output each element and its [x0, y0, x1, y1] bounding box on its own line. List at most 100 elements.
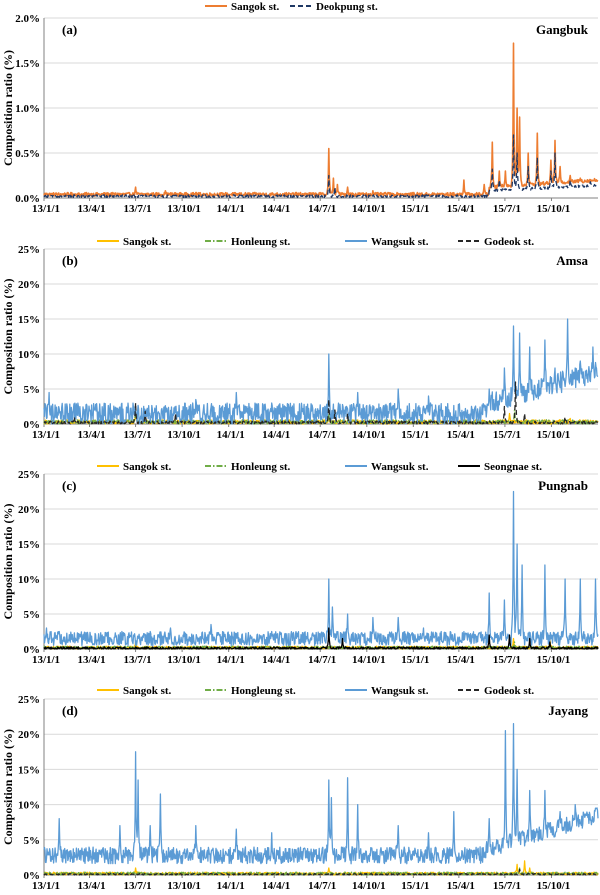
x-tick-label: 14/7/1: [308, 880, 336, 892]
legend-label: Wangsuk st.: [371, 685, 429, 697]
site-title: Gangbuk: [536, 22, 589, 37]
x-tick-label: 15/10/1: [537, 880, 571, 892]
x-tick-label: 14/10/1: [352, 654, 386, 666]
legend-label: Hongleung st.: [231, 685, 296, 697]
panel-label: (a): [62, 22, 77, 37]
x-tick-label: 15/1/1: [401, 429, 429, 441]
legend-label: Sangok st.: [123, 236, 172, 248]
x-tick-label: 13/4/1: [77, 654, 105, 666]
y-tick-label: 25%: [18, 469, 40, 481]
x-tick-label: 15/4/1: [447, 203, 475, 215]
x-tick-label: 13/7/1: [124, 429, 152, 441]
x-tick-label: 14/1/1: [217, 429, 245, 441]
x-tick-label: 13/1/1: [32, 429, 60, 441]
x-tick-label: 13/7/1: [124, 203, 152, 215]
x-tick-label: 15/4/1: [447, 654, 475, 666]
site-title: Amsa: [556, 253, 588, 268]
x-tick-label: 14/4/1: [262, 429, 290, 441]
x-tick-label: 13/10/1: [167, 429, 201, 441]
y-tick-label: 0%: [24, 419, 41, 431]
x-tick-label: 13/1/1: [32, 880, 60, 892]
x-tick-label: 14/4/1: [262, 203, 290, 215]
x-tick-label: 15/10/1: [537, 429, 571, 441]
y-tick-label: 20%: [18, 729, 40, 741]
y-tick-label: 10%: [18, 574, 40, 586]
x-tick-label: 13/7/1: [124, 654, 152, 666]
legend-label: Honleung st.: [231, 461, 291, 473]
x-tick-label: 13/4/1: [77, 880, 105, 892]
y-tick-label: 20%: [18, 279, 40, 291]
x-tick-label: 14/7/1: [308, 429, 336, 441]
y-axis-label: Composition ratio (%): [1, 504, 15, 620]
series-line-godeok-st: [43, 381, 599, 425]
y-tick-label: 1.5%: [15, 58, 40, 70]
legend-label: Wangsuk st.: [371, 461, 429, 473]
series-line-seongnae-st: [43, 627, 599, 650]
legend-label: Sangok st.: [123, 461, 172, 473]
y-tick-label: 0%: [24, 644, 41, 656]
x-tick-label: 15/1/1: [401, 654, 429, 666]
x-tick-label: 15/7/1: [493, 654, 521, 666]
x-tick-label: 15/4/1: [447, 880, 475, 892]
legend-label: Godeok st.: [484, 685, 534, 697]
y-tick-label: 15%: [18, 539, 40, 551]
x-tick-label: 13/1/1: [32, 203, 60, 215]
y-tick-label: 0.5%: [15, 148, 40, 160]
series-line-deokpung-st: [43, 134, 599, 199]
x-tick-label: 13/10/1: [167, 880, 201, 892]
panel-label: (b): [62, 253, 78, 268]
x-tick-label: 14/7/1: [308, 203, 336, 215]
y-tick-label: 10%: [18, 349, 40, 361]
x-tick-label: 14/7/1: [308, 654, 336, 666]
x-tick-label: 14/10/1: [352, 429, 386, 441]
y-axis-label: Composition ratio (%): [1, 50, 15, 166]
legend-label: Seongnae st.: [484, 461, 542, 473]
y-tick-label: 5%: [24, 835, 41, 847]
y-axis-label: Composition ratio (%): [1, 729, 15, 845]
x-tick-label: 14/1/1: [217, 880, 245, 892]
y-tick-label: 20%: [18, 504, 40, 516]
legend-label: Deokpung st.: [316, 1, 378, 13]
x-tick-label: 15/1/1: [401, 203, 429, 215]
x-tick-label: 15/10/1: [537, 654, 571, 666]
x-tick-label: 13/4/1: [77, 429, 105, 441]
panel-gangbuk: 0.0% 0.5% 1.0% 1.5% 2.0% 13/1/1 13/4/1 13/7/1 13…: [1, 1, 599, 215]
series-line-godeok-st: [43, 868, 599, 876]
y-tick-label: 1.0%: [15, 103, 40, 115]
panel-label: (c): [62, 478, 76, 493]
x-tick-label: 13/7/1: [124, 880, 152, 892]
y-tick-label: 15%: [18, 314, 40, 326]
y-tick-label: 5%: [24, 609, 41, 621]
x-tick-label: 15/7/1: [493, 880, 521, 892]
y-tick-label: 25%: [18, 694, 40, 706]
x-tick-label: 15/7/1: [493, 203, 521, 215]
x-tick-label: 14/10/1: [352, 203, 386, 215]
y-tick-label: 15%: [18, 764, 40, 776]
y-tick-label: 10%: [18, 800, 40, 812]
site-title: Jayang: [548, 703, 588, 718]
legend-label: Honleung st.: [231, 236, 291, 248]
x-tick-label: 13/10/1: [167, 203, 201, 215]
panel-amsa: 0% 5% 10% 15% 20% 25% 13/1/1 13/4/1 13/7/1 13/10/…: [1, 236, 599, 441]
x-tick-label: 14/10/1: [352, 880, 386, 892]
x-tick-label: 14/4/1: [262, 654, 290, 666]
panel-pungnab: 0% 5% 10% 15% 20% 25% 13/1/1 13/4/1 13/7/1 13/10/…: [1, 461, 599, 666]
legend-label: Sangok st.: [231, 1, 280, 13]
series-line-wangsuk-st: [43, 722, 599, 865]
x-tick-label: 15/4/1: [447, 429, 475, 441]
x-tick-label: 13/4/1: [77, 203, 105, 215]
panel-label: (d): [62, 703, 78, 718]
x-tick-label: 13/10/1: [167, 654, 201, 666]
y-tick-label: 5%: [24, 384, 41, 396]
x-tick-label: 14/1/1: [217, 654, 245, 666]
x-tick-label: 13/1/1: [32, 654, 60, 666]
series-line-wangsuk-st: [43, 490, 599, 647]
x-tick-label: 15/1/1: [401, 880, 429, 892]
legend-label: Godeok st.: [484, 236, 534, 248]
y-tick-label: 0.0%: [15, 193, 40, 205]
y-axis-label: Composition ratio (%): [1, 279, 15, 395]
x-tick-label: 15/7/1: [493, 429, 521, 441]
x-tick-label: 14/1/1: [217, 203, 245, 215]
legend-label: Wangsuk st.: [371, 236, 429, 248]
